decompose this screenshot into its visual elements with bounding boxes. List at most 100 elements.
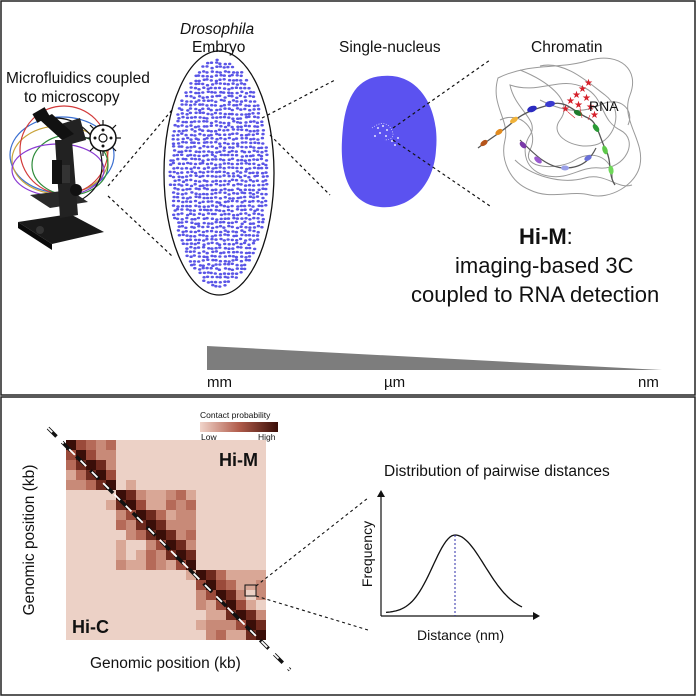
embryo-nucleus-dot [255, 191, 260, 194]
embryo-nucleus-dot [211, 283, 215, 287]
embryo-nucleus-dot [251, 188, 255, 192]
embryo-nucleus-dot [243, 208, 247, 211]
contact-map-cell [76, 440, 86, 450]
embryo-nucleus-dot [223, 200, 227, 204]
embryo-nucleus-dot [231, 230, 235, 233]
embryo-nucleus-dot [251, 133, 255, 137]
contact-map-cell [226, 600, 236, 610]
embryo-nucleus-dot [188, 103, 193, 107]
embryo-nucleus-dot [175, 166, 180, 170]
embryo-nucleus-dot [222, 158, 226, 162]
embryo-nucleus-dot [218, 259, 223, 263]
embryo-nucleus-dot [222, 99, 226, 102]
embryo-nucleus-dot [264, 179, 268, 182]
embryo-nucleus-dot [189, 133, 194, 137]
embryo-nucleus-dot [238, 237, 243, 241]
embryo-nucleus-dot [177, 129, 181, 133]
embryo-nucleus-dot [180, 175, 185, 179]
embryo-nucleus-dot [257, 188, 261, 192]
embryo-nucleus-dot [192, 141, 196, 144]
embryo-nucleus-dot [181, 180, 186, 183]
contact-map-cell [106, 500, 116, 510]
embryo-nucleus-dot [243, 95, 247, 99]
contact-map-cell [116, 490, 126, 500]
embryo-nucleus-dot [252, 137, 256, 141]
embryo-nucleus-dot [231, 138, 236, 141]
embryo-nucleus-dot [255, 132, 260, 135]
embryo-nucleus-dot [186, 109, 190, 112]
embryo-nucleus-dot [202, 141, 207, 144]
embryo-nucleus-dot [252, 212, 256, 215]
embryo-nucleus-dot [186, 161, 190, 165]
contact-map-cell [206, 580, 216, 590]
embryo-nucleus-dot [215, 65, 219, 68]
scale-wedge [207, 346, 662, 370]
embryo-nucleus-dot [214, 140, 218, 144]
embryo-nucleus-dot [234, 234, 239, 238]
embryo-nucleus-dot [205, 65, 209, 68]
embryo-nucleus-dot [251, 199, 255, 203]
embryo-nucleus-dot [213, 234, 218, 237]
embryo-nucleus-dot [205, 125, 209, 128]
embryo-nucleus-dot [227, 133, 232, 136]
contact-map-cell [246, 570, 256, 580]
embryo-nucleus-dot [236, 128, 240, 131]
contact-map-cell [206, 630, 216, 640]
contact-map-cell [76, 460, 86, 470]
contact-map-cell [126, 480, 136, 490]
embryo-nucleus-dot [209, 271, 213, 275]
embryo-nucleus-dot [226, 238, 230, 241]
embryo-nucleus-dot [234, 276, 238, 279]
embryo-nucleus-dot [176, 142, 181, 145]
embryo-nucleus-dot [222, 204, 227, 208]
contact-map-cell [96, 450, 106, 460]
contact-map-cell [226, 610, 236, 620]
embryo-nucleus-dot [201, 259, 205, 262]
embryo-nucleus-dot [189, 184, 194, 188]
embryo-nucleus-dot [228, 146, 232, 149]
embryo-nucleus-dot [190, 157, 194, 161]
embryo-nucleus-dot [209, 130, 214, 133]
embryo-nucleus-dot [200, 129, 205, 132]
contact-map-cell [176, 550, 186, 560]
embryo-nucleus-dot [213, 254, 217, 258]
embryo-nucleus-dot [223, 196, 227, 199]
contact-map-cell [146, 490, 156, 500]
contact-map-cell [206, 620, 216, 630]
embryo-nucleus-dot [176, 138, 180, 141]
contact-map-cell [156, 530, 166, 540]
embryo-nucleus-dot [213, 280, 218, 284]
embryo-nucleus-dot [201, 184, 205, 187]
embryo-nucleus-dot [196, 125, 201, 128]
contact-map-cell [86, 450, 96, 460]
embryo-nucleus-dot [264, 166, 269, 170]
svg-text:★: ★ [582, 93, 591, 104]
embryo-nucleus-dot [202, 125, 206, 128]
embryo-nucleus-dot [230, 178, 235, 182]
embryo-nucleus-dot [193, 171, 198, 175]
embryo-nucleus-dot [249, 90, 253, 94]
embryo-nucleus-dot [171, 145, 176, 148]
embryo-nucleus-dot [189, 174, 193, 177]
embryo-nucleus-dot [201, 245, 206, 249]
embryo-nucleus-dot [210, 90, 214, 94]
embryo-nucleus-dot [260, 225, 264, 229]
embryo-nucleus-dot [197, 82, 201, 85]
embryo-nucleus-dot [205, 251, 209, 255]
distribution-y-label: Frequency [359, 520, 375, 588]
contact-map-cell [176, 510, 186, 520]
embryo-nucleus-dot [181, 140, 185, 144]
embryo-nucleus-dot [202, 255, 206, 258]
embryo-nucleus-dot [264, 163, 268, 167]
embryo-nucleus-dot [226, 230, 230, 234]
distribution-title: Distribution of pairwise distances [384, 463, 610, 480]
embryo-nucleus-dot [185, 213, 190, 217]
embryo-nucleus-dot [218, 121, 223, 124]
embryo-nucleus-dot [252, 115, 257, 119]
embryo-nucleus-dot [231, 128, 236, 131]
embryo-nucleus-dot [244, 167, 249, 171]
embryo-nucleus-dot [255, 171, 260, 174]
embryo-nucleus-dot [223, 191, 227, 195]
contact-map-cell [96, 440, 106, 450]
embryo-nucleus-dot [217, 243, 222, 246]
